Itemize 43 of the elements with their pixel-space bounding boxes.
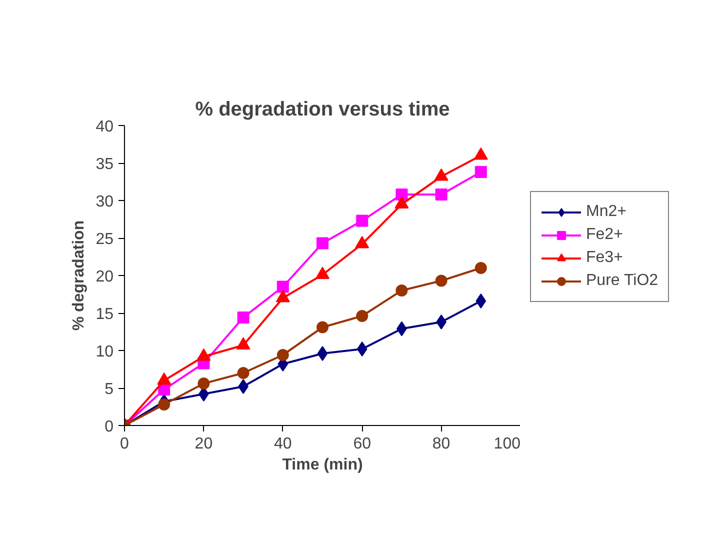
x-tick-label: 80	[432, 436, 450, 452]
y-tick-label: 10	[96, 344, 114, 360]
legend-label: Mn2+	[586, 203, 626, 221]
point	[317, 346, 328, 361]
point	[356, 214, 368, 227]
y-tick-label: 20	[96, 268, 114, 286]
y-tick-label: 35	[96, 156, 114, 173]
y-tick-label: 15	[96, 306, 114, 323]
y-tick-label: 25	[96, 231, 114, 248]
point	[435, 188, 448, 200]
point	[396, 284, 408, 296]
x-tick-label: 100	[494, 436, 521, 452]
point	[476, 294, 486, 308]
y-axis-title: % degradation	[70, 220, 88, 331]
x-axis-title: Time (min)	[282, 456, 363, 474]
y-tick-label: 5	[104, 381, 114, 398]
x-tick-label: 60	[353, 436, 372, 452]
chart-title: % degradation versus time	[195, 98, 450, 120]
point	[316, 237, 328, 250]
point	[356, 342, 368, 356]
x-tick-label: 40	[274, 436, 292, 452]
y-tick-label: 0	[104, 418, 114, 436]
point	[316, 321, 328, 334]
point	[198, 378, 210, 390]
point	[237, 312, 250, 324]
point	[276, 280, 289, 293]
point	[396, 188, 408, 200]
point	[237, 367, 250, 379]
y-tick-label: 30	[96, 194, 114, 210]
point	[158, 398, 170, 410]
legend-label: Fe2+	[586, 226, 623, 244]
point	[435, 274, 448, 287]
x-tick-label: 20	[194, 436, 213, 452]
legend-label: Pure TiO2	[586, 272, 658, 290]
point	[356, 310, 368, 322]
y-tick-label: 40	[96, 118, 114, 136]
point	[474, 262, 487, 274]
x-tick-label: 0	[120, 436, 130, 452]
point	[474, 166, 487, 178]
point	[238, 379, 248, 394]
point	[276, 349, 289, 361]
point	[436, 314, 446, 330]
legend-label: Fe3+	[586, 249, 623, 267]
